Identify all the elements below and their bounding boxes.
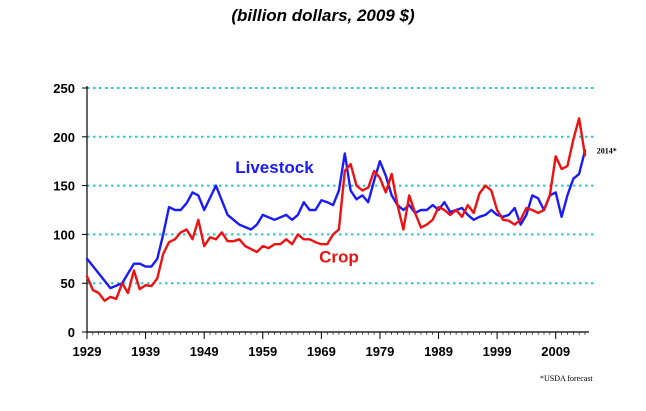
series-line-livestock [85,149,587,290]
series-lines [85,117,587,302]
x-tick-label-1979: 1979 [365,344,394,359]
y-tick-label-50: 50 [61,276,75,291]
y-tick-labels: 0 50 100 150 200 250 [53,81,87,340]
y-tick-label-200: 200 [53,130,75,145]
x-tick-label-1929: 1929 [73,344,102,359]
x-tick-label-1939: 1939 [131,344,160,359]
gridlines [87,87,595,285]
axes [86,86,589,333]
series-line-crop [85,117,587,302]
x-tick-label-1959: 1959 [248,344,277,359]
y-tick-label-0: 0 [68,325,75,340]
chart-title: (billion dollars, 2009 $) [231,6,415,25]
annotations: Livestock Crop 2014* [235,146,616,266]
series-label-livestock: Livestock [235,158,314,177]
series-label-crop: Crop [319,248,359,267]
y-tick-label-150: 150 [53,179,75,194]
x-tick-label-1949: 1949 [190,344,219,359]
x-tick-label-1969: 1969 [307,344,336,359]
annotation-2014: 2014* [597,146,617,155]
x-tick-label-2009: 2009 [541,344,570,359]
x-tick-label-1989: 1989 [424,344,453,359]
y-tick-label-250: 250 [53,81,75,96]
x-tick-labels: 1929 1939 1949 1959 1969 1979 1989 1999 2009 [73,332,586,359]
x-tick-label-1999: 1999 [483,344,512,359]
footnote: *USDA forecast [540,374,593,383]
y-tick-label-100: 100 [53,227,75,242]
